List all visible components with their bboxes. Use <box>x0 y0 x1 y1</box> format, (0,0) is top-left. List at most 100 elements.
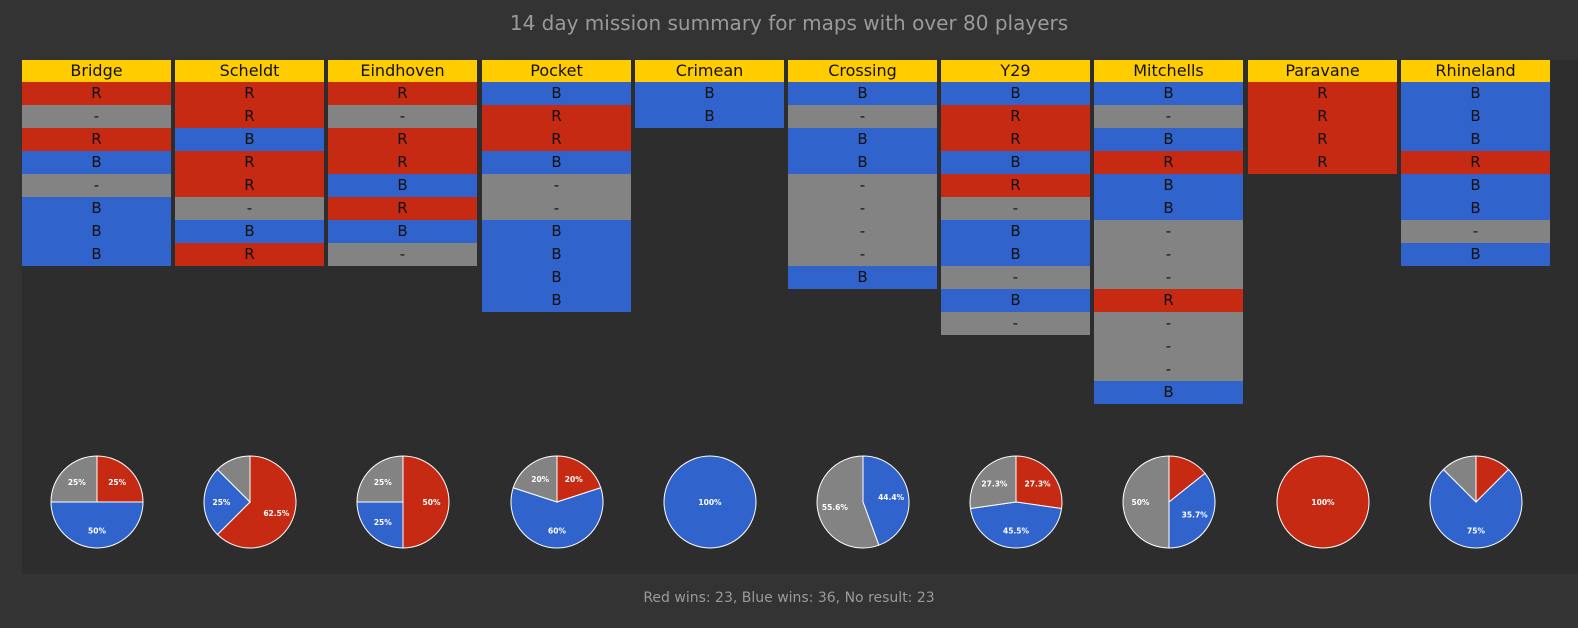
result-cell: B <box>482 220 631 243</box>
pie-slice-label: 25% <box>373 518 391 527</box>
result-cell: B <box>1094 128 1243 151</box>
result-cell: B <box>328 174 477 197</box>
result-cell: R <box>328 128 477 151</box>
map-header: Rhineland <box>1401 60 1550 82</box>
result-cell: R <box>1094 151 1243 174</box>
pie-slice-label: 50% <box>1131 498 1149 507</box>
result-cell: B <box>1401 82 1550 105</box>
result-cell: R <box>175 82 324 105</box>
map-header: Bridge <box>22 60 171 82</box>
map-column-crossing: Crossing B - B B - - - - B <box>788 60 937 289</box>
result-cell: B <box>482 243 631 266</box>
pie-slice <box>510 487 603 549</box>
result-cell: R <box>22 128 171 151</box>
pie-slice <box>1442 455 1476 504</box>
map-header: Eindhoven <box>328 60 477 82</box>
result-cell: R <box>22 82 171 105</box>
map-column-pocket: Pocket B R R B - - B B B B <box>482 60 631 312</box>
pie-slice <box>816 455 879 549</box>
result-cell: R <box>941 105 1090 128</box>
result-cell: - <box>941 312 1090 335</box>
result-cell: - <box>788 197 937 220</box>
pie-slice-label: 27.3% <box>1024 479 1051 488</box>
pie-slice-label: 100% <box>1311 498 1335 507</box>
summary-footer: Red wins: 23, Blue wins: 36, No result: … <box>643 590 935 606</box>
pie-slice <box>355 501 403 549</box>
map-header: Pocket <box>482 60 631 82</box>
pie-slice-label: 44.4% <box>878 493 905 502</box>
result-cell: - <box>788 174 937 197</box>
map-column-crimean: Crimean B B <box>635 60 784 128</box>
result-cell: B <box>1401 197 1550 220</box>
result-cell: R <box>175 243 324 266</box>
pie-slice <box>1276 455 1369 549</box>
result-cell: R <box>1248 105 1397 128</box>
pie-chart-y29: 27.3% 45.5% 27.3% <box>969 455 1062 549</box>
result-cell: R <box>1248 128 1397 151</box>
map-header: Y29 <box>941 60 1090 82</box>
pie-slice-label: 50% <box>422 498 440 507</box>
result-cell: R <box>328 82 477 105</box>
result-cell: B <box>788 82 937 105</box>
pie-slice-label: 35.7% <box>1181 510 1208 519</box>
pie-slice <box>1429 468 1522 549</box>
result-cell: - <box>328 105 477 128</box>
pie-slice-label: 62.5% <box>263 509 290 518</box>
result-cell: B <box>1401 174 1550 197</box>
chart-panel: Bridge R - R B - B B B 25% 50% 25% Scheldt R R B R R - B R 62… <box>22 60 1578 574</box>
result-cell: - <box>788 220 937 243</box>
result-cell: B <box>1094 82 1243 105</box>
result-cell: R <box>941 128 1090 151</box>
result-cell: B <box>788 151 937 174</box>
result-cell: B <box>22 243 171 266</box>
result-cell: R <box>175 174 324 197</box>
pie-chart-pocket: 20% 60% 20% <box>510 455 603 549</box>
pie-slice <box>1015 455 1062 510</box>
result-cell: B <box>1094 381 1243 404</box>
result-cell: B <box>482 289 631 312</box>
result-cell: B <box>941 151 1090 174</box>
result-cell: - <box>941 266 1090 289</box>
pie-slice-label: 25% <box>108 478 126 487</box>
result-cell: R <box>1248 82 1397 105</box>
result-cell: B <box>635 82 784 105</box>
result-cell: B <box>175 128 324 151</box>
pie-slice <box>862 455 909 546</box>
map-column-bridge: Bridge R - R B - B B B <box>22 60 171 266</box>
result-cell: - <box>1401 220 1550 243</box>
result-cell: - <box>1094 312 1243 335</box>
pie-slice <box>969 455 1016 510</box>
result-cell: - <box>175 197 324 220</box>
result-cell: B <box>22 220 171 243</box>
result-cell: R <box>1248 151 1397 174</box>
result-cell: B <box>1094 197 1243 220</box>
pie-slice <box>216 455 250 504</box>
map-header: Paravane <box>1248 60 1397 82</box>
result-cell: B <box>788 266 937 289</box>
result-cell: B <box>941 243 1090 266</box>
pie-chart-paravane: 100% <box>1276 455 1369 549</box>
pie-slice <box>96 455 144 503</box>
result-cell: B <box>482 266 631 289</box>
result-cell: - <box>1094 220 1243 243</box>
result-cell: - <box>22 105 171 128</box>
result-cell: B <box>482 151 631 174</box>
pie-chart-eindhoven: 50% 25% 25% <box>355 455 449 549</box>
result-cell: B <box>175 220 324 243</box>
map-header: Crimean <box>635 60 784 82</box>
pie-slice-label: 60% <box>548 527 566 536</box>
result-cell: R <box>328 197 477 220</box>
result-cell: B <box>1094 174 1243 197</box>
map-column-y29: Y29 B R R B R - B B - B - <box>941 60 1090 335</box>
pie-slice <box>969 501 1062 549</box>
result-cell: B <box>328 220 477 243</box>
pie-chart-scheldt: 62.5% 25% <box>203 455 296 549</box>
result-cell: - <box>22 174 171 197</box>
pie-chart-crossing: 44.4% 55.6% <box>816 455 909 549</box>
result-cell: - <box>1094 358 1243 381</box>
pie-slice-label: 20% <box>531 475 549 484</box>
pie-slice <box>203 468 251 536</box>
pie-chart-rhineland: 75% <box>1429 455 1522 549</box>
result-cell: B <box>635 105 784 128</box>
result-cell: B <box>22 197 171 220</box>
